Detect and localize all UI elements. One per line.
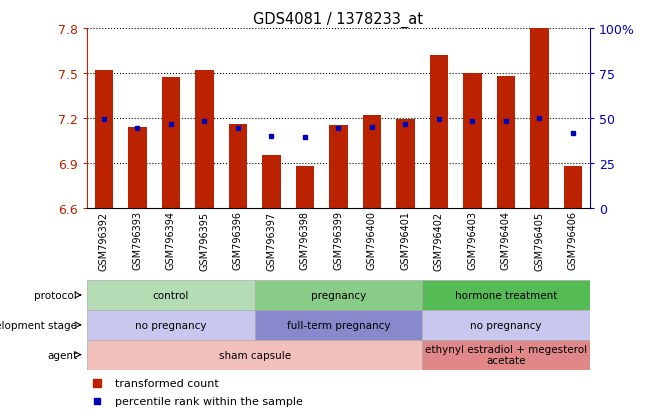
Bar (295, 166, 314, 208)
Bar (87, 310, 255, 340)
Bar (396, 120, 415, 208)
Bar (87, 280, 255, 310)
Text: hormone treatment: hormone treatment (455, 290, 557, 300)
Bar (362, 116, 381, 208)
Bar (463, 74, 482, 208)
Text: full-term pregnancy: full-term pregnancy (287, 320, 390, 330)
Bar (496, 77, 515, 208)
Text: transformed count: transformed count (115, 378, 218, 388)
Bar (255, 280, 422, 310)
Bar (329, 126, 348, 208)
Bar (128, 128, 147, 208)
Bar (429, 56, 448, 208)
Bar (422, 310, 590, 340)
Bar (255, 310, 422, 340)
Bar (422, 340, 590, 370)
Text: development stage: development stage (0, 320, 77, 330)
Bar (422, 280, 590, 310)
Bar (563, 166, 582, 208)
Text: control: control (153, 290, 189, 300)
Bar (262, 156, 281, 208)
Bar (94, 71, 113, 208)
Bar (228, 124, 247, 208)
Text: no pregnancy: no pregnancy (470, 320, 541, 330)
Text: agent: agent (47, 350, 77, 360)
Text: pregnancy: pregnancy (311, 290, 366, 300)
Text: percentile rank within the sample: percentile rank within the sample (115, 396, 303, 406)
Bar (87, 340, 422, 370)
Text: ethynyl estradiol + megesterol
acetate: ethynyl estradiol + megesterol acetate (425, 344, 587, 366)
Bar (530, 29, 549, 208)
Text: protocol: protocol (34, 290, 77, 300)
Title: GDS4081 / 1378233_at: GDS4081 / 1378233_at (253, 12, 423, 28)
Text: no pregnancy: no pregnancy (135, 320, 206, 330)
Bar (195, 71, 214, 208)
Bar (161, 78, 180, 208)
Text: sham capsule: sham capsule (218, 350, 291, 360)
